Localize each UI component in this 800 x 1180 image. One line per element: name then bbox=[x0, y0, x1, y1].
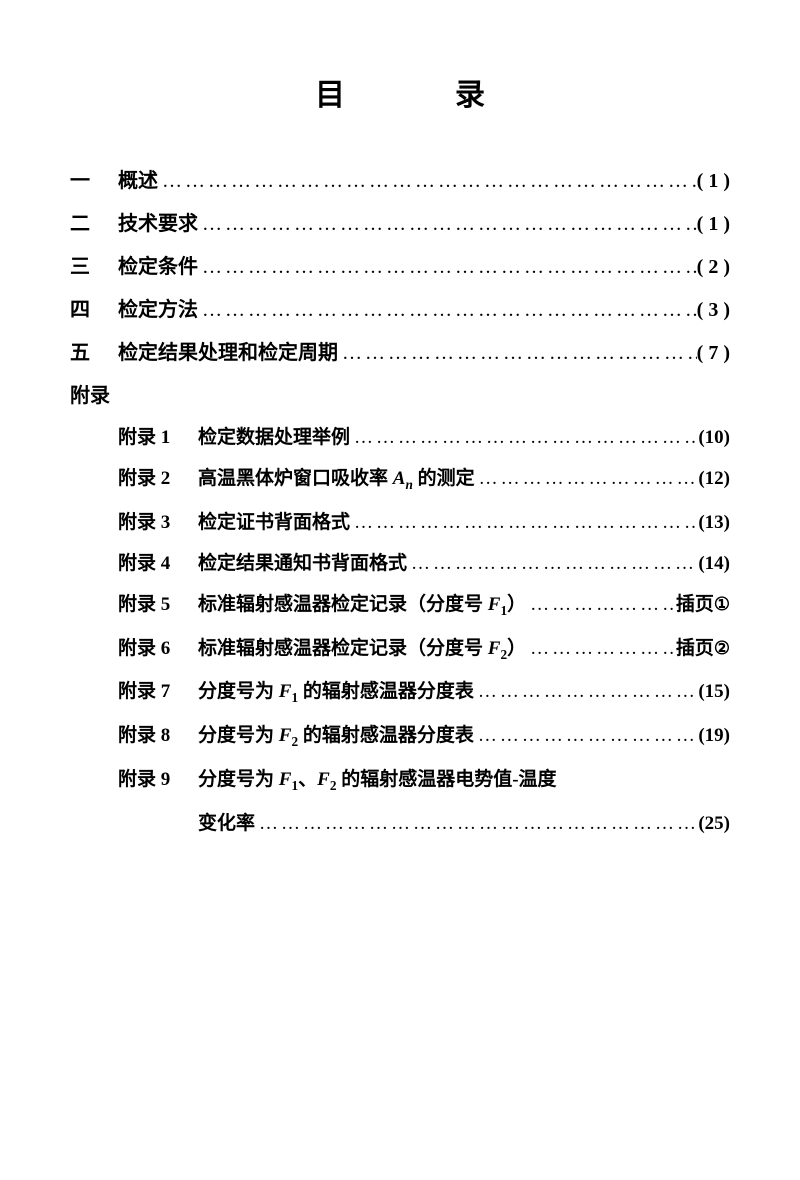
toc-sub-label: 分度号为 F1 的辐射感温器分度表 bbox=[198, 676, 474, 706]
toc-dots: …………………………………………………………………………………………………… bbox=[255, 813, 698, 835]
toc-dots: …………………………………………………………………………………………………… bbox=[474, 725, 698, 747]
toc-dots: …………………………………………………………………………………………………… bbox=[198, 299, 697, 322]
toc-item-page: ( 7 ) bbox=[697, 342, 730, 365]
toc-sub-label: 分度号为 F2 的辐射感温器分度表 bbox=[198, 720, 474, 750]
toc-sub-item: 附录 4检定结果通知书背面格式…………………………………………………………………… bbox=[70, 548, 730, 575]
toc-main-item: 五检定结果处理和检定周期…………………………………………………………………………… bbox=[70, 336, 730, 365]
toc-item-page: ( 2 ) bbox=[697, 256, 730, 279]
toc-sub-number: 附录 7 bbox=[118, 676, 198, 703]
toc-sub-number: 附录 2 bbox=[118, 463, 198, 490]
toc-sub-item: 附录 3检定证书背面格式…………………………………………………………………………… bbox=[70, 507, 730, 534]
toc-dots: …………………………………………………………………………………………………… bbox=[474, 681, 698, 703]
toc-dots: …………………………………………………………………………………………………… bbox=[350, 427, 698, 449]
toc-sub-label: 检定证书背面格式 bbox=[198, 507, 350, 534]
toc-sub-item: 附录 8分度号为 F2 的辐射感温器分度表…………………………………………………… bbox=[70, 720, 730, 750]
toc-sub-label: 分度号为 F1、F2 的辐射感温器电势值-温度 bbox=[198, 764, 557, 794]
toc-sub-number: 附录 9 bbox=[118, 764, 198, 791]
toc-sub-item: 附录 6标准辐射感温器检定记录（分度号 F2）……………………………………………… bbox=[70, 633, 730, 663]
toc-main-item: 二技术要求……………………………………………………………………………………………… bbox=[70, 207, 730, 236]
toc-sub-label: 检定数据处理举例 bbox=[198, 422, 350, 449]
toc-main-item: 三检定条件……………………………………………………………………………………………… bbox=[70, 250, 730, 279]
toc-sub-page: (13) bbox=[698, 512, 730, 534]
toc-item-page: ( 1 ) bbox=[697, 213, 730, 236]
toc-item-number: 三 bbox=[70, 250, 118, 279]
toc-item-number: 二 bbox=[70, 207, 118, 236]
toc-item-label: 检定方法 bbox=[118, 293, 198, 322]
toc-dots: …………………………………………………………………………………………………… bbox=[338, 342, 697, 365]
toc-sub-number: 附录 4 bbox=[118, 548, 198, 575]
toc-sub-item: 附录 9分度号为 F1、F2 的辐射感温器电势值-温度 bbox=[70, 764, 730, 794]
toc-dots: …………………………………………………………………………………………………… bbox=[198, 256, 697, 279]
toc-sub-page: 插页② bbox=[676, 633, 730, 660]
toc-sub-item-continuation: 变化率…………………………………………………………………………………………………… bbox=[70, 808, 730, 835]
toc-item-page: ( 1 ) bbox=[697, 170, 730, 193]
toc-sub-continuation-label: 变化率 bbox=[198, 808, 255, 835]
toc-sub-label: 标准辐射感温器检定记录（分度号 F1） bbox=[198, 589, 526, 619]
toc-sub-item: 附录 7分度号为 F1 的辐射感温器分度表…………………………………………………… bbox=[70, 676, 730, 706]
toc-sub-page: (19) bbox=[698, 725, 730, 747]
toc-sub-item: 附录 2高温黑体炉窗口吸收率 An 的测定…………………………………………………… bbox=[70, 463, 730, 493]
toc-sub-number: 附录 3 bbox=[118, 507, 198, 534]
toc-sub-label: 标准辐射感温器检定记录（分度号 F2） bbox=[198, 633, 526, 663]
toc-dots: …………………………………………………………………………………………………… bbox=[526, 594, 676, 616]
toc-sub-item: 附录 1检定数据处理举例…………………………………………………………………………… bbox=[70, 422, 730, 449]
toc-item-label: 检定结果处理和检定周期 bbox=[118, 336, 338, 365]
toc-appendix-list: 附录 1检定数据处理举例…………………………………………………………………………… bbox=[70, 422, 730, 835]
toc-sub-number: 附录 5 bbox=[118, 589, 198, 616]
toc-item-label: 检定条件 bbox=[118, 250, 198, 279]
toc-main-item: 一概述…………………………………………………………………………………………………… bbox=[70, 164, 730, 193]
toc-item-number: 五 bbox=[70, 336, 118, 365]
toc-item-page: ( 3 ) bbox=[697, 299, 730, 322]
toc-title: 目 录 bbox=[70, 70, 730, 114]
toc-item-label: 概述 bbox=[118, 164, 158, 193]
toc-sub-item: 附录 5标准辐射感温器检定记录（分度号 F1）……………………………………………… bbox=[70, 589, 730, 619]
toc-dots: …………………………………………………………………………………………………… bbox=[198, 213, 697, 236]
appendix-header: 附录 bbox=[70, 379, 730, 408]
toc-main-item: 四检定方法……………………………………………………………………………………………… bbox=[70, 293, 730, 322]
toc-dots: …………………………………………………………………………………………………… bbox=[407, 553, 698, 575]
toc-dots: …………………………………………………………………………………………………… bbox=[526, 638, 676, 660]
toc-item-number: 一 bbox=[70, 164, 118, 193]
toc-sub-number: 附录 6 bbox=[118, 633, 198, 660]
toc-sub-label: 高温黑体炉窗口吸收率 An 的测定 bbox=[198, 463, 475, 493]
toc-sub-page: (25) bbox=[698, 813, 730, 835]
toc-dots: …………………………………………………………………………………………………… bbox=[158, 170, 697, 193]
toc-item-label: 技术要求 bbox=[118, 207, 198, 236]
toc-sub-page: (14) bbox=[698, 553, 730, 575]
toc-sub-page: (12) bbox=[698, 468, 730, 490]
toc-sub-page: (10) bbox=[698, 427, 730, 449]
toc-sub-label: 检定结果通知书背面格式 bbox=[198, 548, 407, 575]
toc-item-number: 四 bbox=[70, 293, 118, 322]
toc-sub-number: 附录 1 bbox=[118, 422, 198, 449]
toc-sub-page: 插页① bbox=[676, 589, 730, 616]
toc-dots: …………………………………………………………………………………………………… bbox=[475, 468, 699, 490]
toc-main-list: 一概述…………………………………………………………………………………………………… bbox=[70, 164, 730, 365]
toc-sub-number: 附录 8 bbox=[118, 720, 198, 747]
toc-dots: …………………………………………………………………………………………………… bbox=[350, 512, 698, 534]
toc-sub-page: (15) bbox=[698, 681, 730, 703]
